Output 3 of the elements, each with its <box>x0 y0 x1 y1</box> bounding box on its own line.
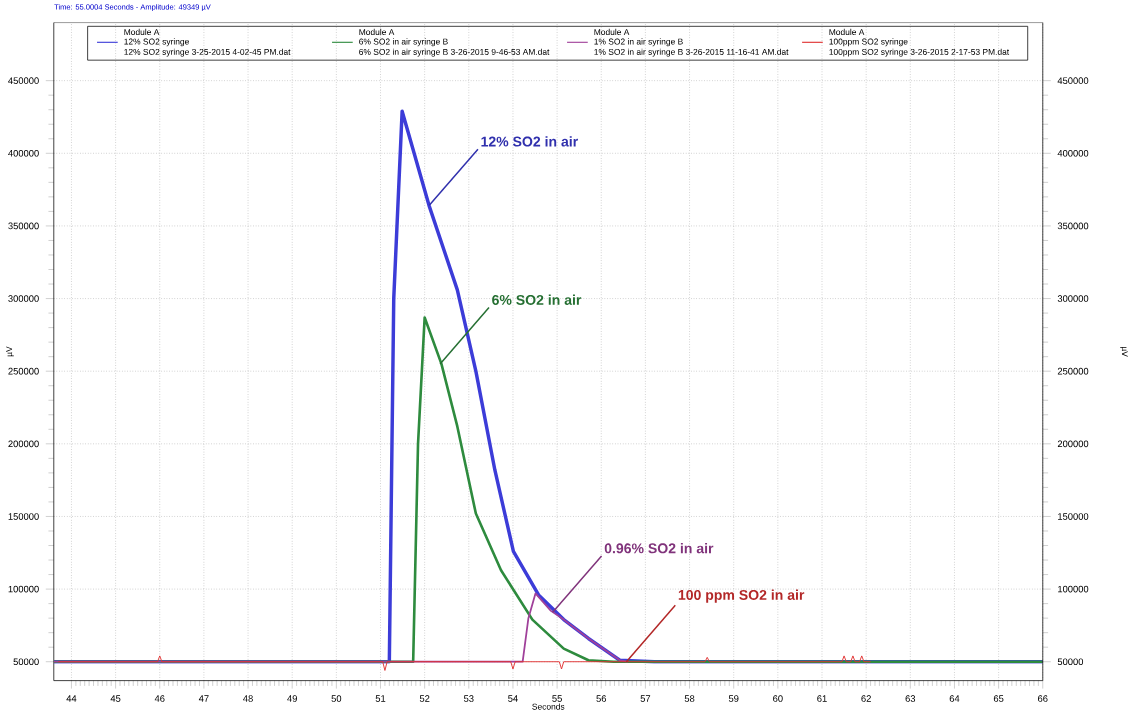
line-series <box>53 592 629 663</box>
line-series <box>53 316 1043 663</box>
line-series <box>57 655 872 671</box>
